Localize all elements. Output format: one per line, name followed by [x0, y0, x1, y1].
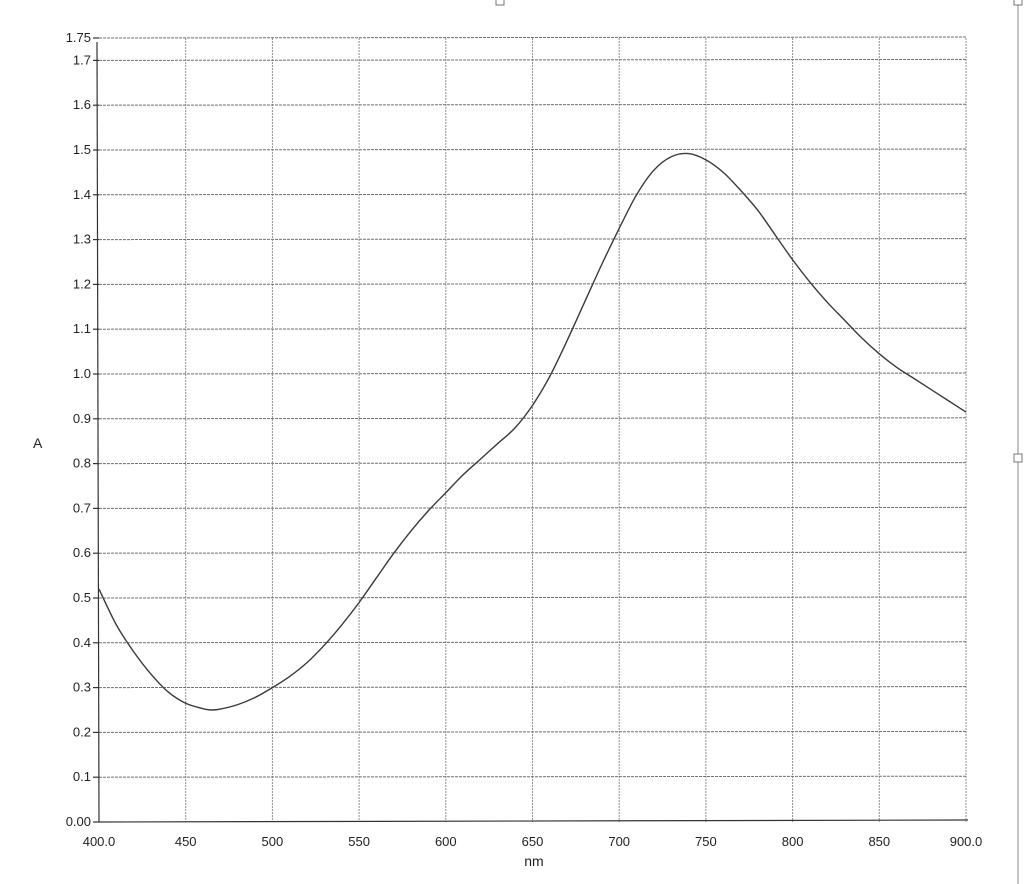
- grid-line-y-1.75: [98, 36, 967, 39]
- y-tick-label-0.3: 0.3: [73, 680, 91, 695]
- x-axis-line: [98, 819, 969, 823]
- grid-line-y-1.4: [98, 193, 967, 196]
- grid-line-y-0.7: [98, 506, 967, 509]
- scan-edge-mark-top: [495, 0, 505, 6]
- grid-line-y-0.4: [98, 641, 967, 644]
- x-tick-label-900: 900.0: [950, 834, 983, 849]
- y-tick-label-1.5: 1.5: [73, 142, 91, 157]
- y-tick-label-0.2: 0.2: [73, 724, 91, 739]
- grid-line-y-1: [98, 372, 967, 375]
- y-tick-label-1.1: 1.1: [73, 321, 91, 336]
- x-tick-label-600: 600: [435, 834, 457, 849]
- y-tick-label-1.2: 1.2: [73, 276, 91, 291]
- x-tick-label-550: 550: [348, 834, 370, 849]
- y-tick-label-0.9: 0.9: [73, 411, 91, 426]
- grid-line-y-1.7: [98, 58, 967, 61]
- y-tick-label-0.7: 0.7: [73, 500, 91, 515]
- y-tick-label-1.75: 1.75: [66, 30, 91, 45]
- x-tick-label-650: 650: [522, 834, 544, 849]
- x-tick-label-400: 400.0: [83, 834, 116, 849]
- y-tick-label-0.4: 0.4: [73, 635, 91, 650]
- y-tick-label-1.4: 1.4: [73, 187, 91, 202]
- y-tick-label-0.1: 0.1: [73, 769, 91, 784]
- axes: [96, 41, 969, 823]
- grid-line-y-0.9: [98, 417, 967, 420]
- grid-line-y-0.8: [98, 462, 967, 465]
- grid: [93, 36, 967, 823]
- grid-line-y-1.3: [98, 238, 967, 241]
- grid-line-y-1.1: [98, 327, 967, 330]
- grid-line-y-0.2: [98, 730, 967, 733]
- grid-line-y-0.6: [98, 551, 967, 554]
- absorbance-series-line: [98, 152, 967, 711]
- grid-line-y-1.5: [98, 148, 967, 151]
- y-axis-line: [96, 41, 100, 823]
- grid-line-y-0.1: [98, 775, 967, 778]
- y-tick-label-0.8: 0.8: [73, 456, 91, 471]
- scan-edge-mark-right-mid: [1013, 453, 1023, 463]
- x-tick-label-700: 700: [608, 834, 630, 849]
- x-tick-labels: 400.0 450 500 550 600 650 700 750 800 850 900.0: [83, 834, 983, 849]
- x-tick-label-850: 850: [868, 834, 890, 849]
- y-tick-label-0.5: 0.5: [73, 590, 91, 605]
- grid-line-y-0.5: [98, 596, 967, 599]
- y-tick-label-0: 0.00: [66, 814, 91, 829]
- y-tick-label-1.7: 1.7: [73, 52, 91, 67]
- x-tick-label-500: 500: [262, 834, 284, 849]
- y-tick-label-1.3: 1.3: [73, 232, 91, 247]
- x-tick-label-450: 450: [175, 834, 197, 849]
- x-axis-label: nm: [524, 853, 543, 869]
- x-tick-label-800: 800: [782, 834, 804, 849]
- x-tick-label-750: 750: [695, 834, 717, 849]
- y-tick-label-1: 1.0: [73, 366, 91, 381]
- series: [98, 152, 967, 711]
- y-tick-label-0.6: 0.6: [73, 545, 91, 560]
- grid-line-y-1.6: [98, 103, 967, 106]
- y-axis-label: A: [33, 435, 43, 451]
- y-tick-labels: 0.00 0.1 0.2 0.3 0.4 0.5 0.6 0.7 0.8 0.9 1.0 1.1 1.2…: [66, 30, 91, 829]
- scan-edge-mark-right-top: [1013, 0, 1023, 6]
- grid-line-y-1.2: [98, 282, 967, 285]
- y-tick-label-1.6: 1.6: [73, 97, 91, 112]
- grid-line-y-0.3: [98, 686, 967, 689]
